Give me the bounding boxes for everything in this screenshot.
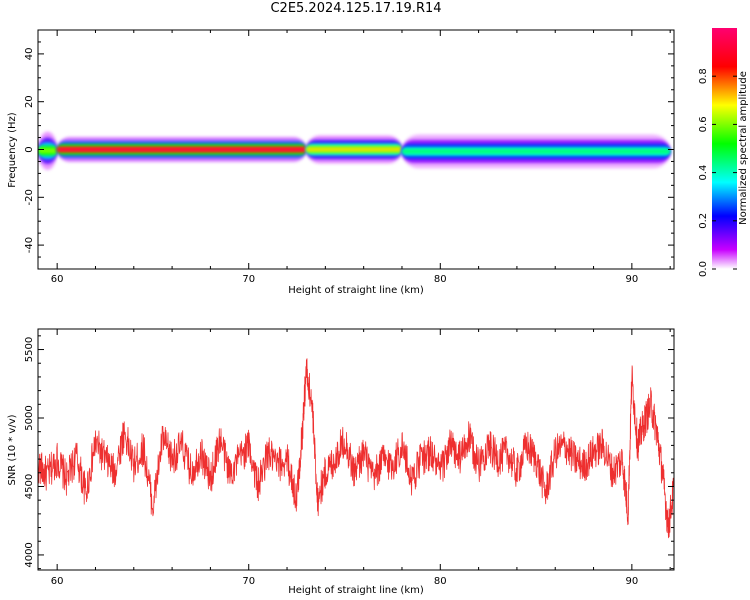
spectrogram-band-segment bbox=[306, 135, 402, 164]
spectrogram-band-segment bbox=[401, 134, 671, 169]
spectrogram-band-layer bbox=[57, 147, 307, 152]
spectrogram-x-tick-label: 80 bbox=[434, 274, 447, 285]
spectrogram-marks bbox=[38, 131, 671, 170]
colorbar-tick-label: 0.4 bbox=[698, 165, 709, 181]
colorbar-ticks: 0.0 0.2 0.4 0.6 0.8 bbox=[698, 68, 737, 277]
spectrogram-y-label: Frequency (Hz) bbox=[7, 112, 18, 188]
colorbar: 0.0 0.2 0.4 0.6 0.8 Normalized spectral ampl… bbox=[698, 28, 749, 277]
snr-series-line bbox=[38, 358, 674, 539]
colorbar-gradient bbox=[712, 28, 737, 269]
snr-x-tick-label: 80 bbox=[434, 576, 447, 587]
spectrogram-band-segment bbox=[57, 137, 307, 162]
spectrogram-x-tick-label: 90 bbox=[625, 274, 638, 285]
snr-x-ticks: 60 70 80 90 bbox=[51, 329, 671, 587]
spectrogram-y-tick-label: 0 bbox=[24, 146, 35, 152]
snr-panel: 60 70 80 90 4000 4500 5000 5500 Height of stra… bbox=[7, 328, 675, 596]
spectrogram-band-layer bbox=[306, 147, 402, 152]
spectrogram-y-tick-label: 40 bbox=[24, 48, 35, 61]
spectrogram-band-segment bbox=[38, 131, 58, 170]
snr-y-tick-label: 4000 bbox=[24, 542, 35, 567]
spectrogram-y-tick-label: 20 bbox=[24, 95, 35, 108]
snr-marks bbox=[38, 358, 674, 539]
snr-y-ticks: 4000 4500 5000 5500 bbox=[24, 335, 674, 570]
snr-x-label: Height of straight line (km) bbox=[288, 585, 424, 596]
spectrogram-y-tick-label: -40 bbox=[24, 237, 35, 253]
spectrogram-y-tick-label: -20 bbox=[24, 189, 35, 205]
snr-frame bbox=[37, 328, 675, 571]
spectrogram-x-tick-label: 70 bbox=[242, 274, 255, 285]
colorbar-tick-label: 0.6 bbox=[698, 116, 709, 132]
colorbar-tick-label: 0.2 bbox=[698, 213, 709, 229]
colorbar-label: Normalized spectral amplitude bbox=[738, 71, 749, 225]
spectrogram-x-ticks: 60 70 80 90 bbox=[51, 30, 671, 285]
snr-y-tick-label: 4500 bbox=[24, 474, 35, 499]
snr-y-tick-label: 5000 bbox=[24, 405, 35, 430]
snr-y-label: SNR (10 * v/v) bbox=[7, 414, 18, 485]
snr-y-tick-label: 5500 bbox=[24, 337, 35, 362]
spectrogram-x-label: Height of straight line (km) bbox=[288, 285, 424, 296]
spectrogram-x-tick-label: 60 bbox=[51, 274, 64, 285]
spectrogram-y-ticks: 40 20 0 -20 -40 bbox=[24, 29, 674, 270]
snr-x-tick-label: 60 bbox=[51, 576, 64, 587]
spectrogram-band-layer bbox=[401, 149, 671, 154]
snr-x-tick-label: 90 bbox=[625, 576, 638, 587]
colorbar-tick-label: 0.0 bbox=[698, 261, 709, 277]
spectrogram-panel: 60 70 80 90 40 20 0 -20 -40 Height of straight … bbox=[7, 29, 675, 296]
colorbar-tick-label: 0.8 bbox=[698, 68, 709, 84]
snr-x-tick-label: 70 bbox=[242, 576, 255, 587]
chart-title: C2E5.2024.125.17.19.R14 bbox=[270, 1, 442, 16]
